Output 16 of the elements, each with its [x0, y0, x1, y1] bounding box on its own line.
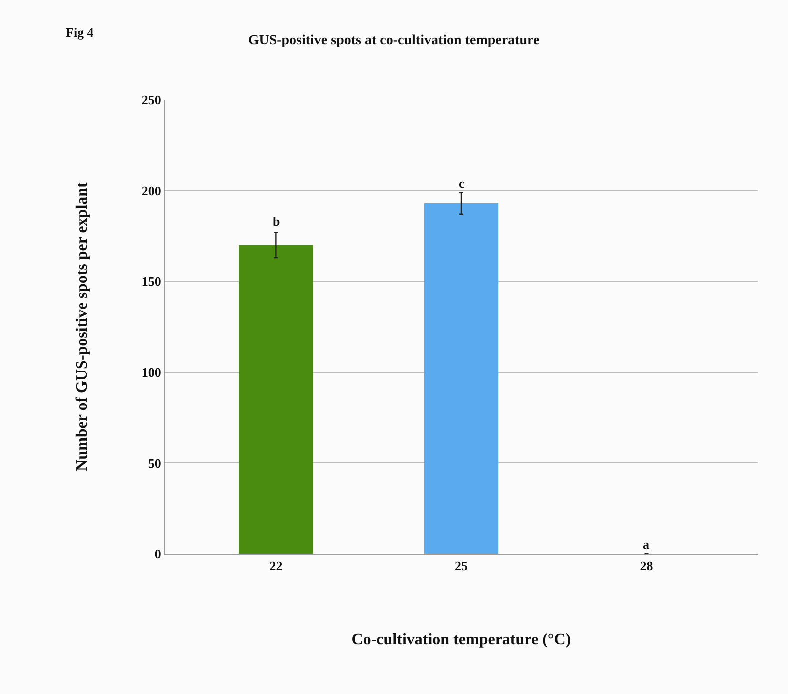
x-tick-label: 28 — [640, 558, 654, 574]
x-axis-title: Co-cultivation temperature (°C) — [352, 631, 572, 648]
y-tick-label: 150 — [142, 274, 162, 290]
x-tick-label: 25 — [455, 558, 468, 574]
y-axis-title: Number of GUS-positive spots per explant — [74, 182, 91, 472]
annotation: c — [459, 176, 465, 191]
annotation: b — [273, 214, 280, 229]
y-tick-label: 250 — [142, 92, 162, 108]
caption: Fig 4 — [66, 25, 94, 40]
y-tick-label: 0 — [154, 546, 162, 562]
y-tick-label: 200 — [142, 183, 162, 198]
y-tick-label: 50 — [148, 456, 162, 471]
chart-title: GUS-positive spots at co-cultivation temperature — [248, 34, 540, 48]
y-tick-label: 100 — [142, 364, 162, 380]
x-tick-label: 22 — [270, 558, 283, 574]
annotation: a — [643, 537, 650, 552]
